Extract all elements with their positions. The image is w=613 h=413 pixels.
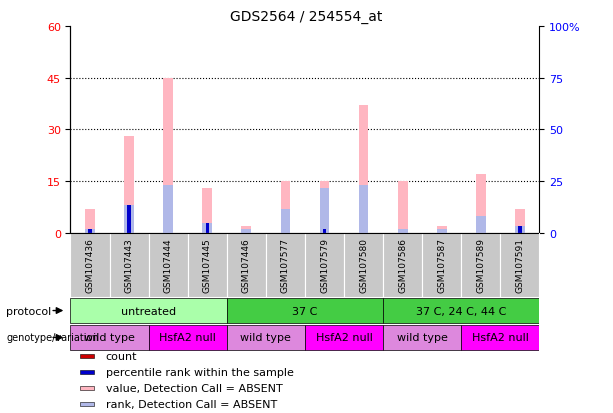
- Text: wild type: wild type: [84, 332, 135, 343]
- Text: HsfA2 null: HsfA2 null: [316, 332, 373, 343]
- Bar: [319, 182, 329, 233]
- Bar: [124, 137, 134, 233]
- Text: GDS2564 / 254554_at: GDS2564 / 254554_at: [230, 10, 383, 24]
- Bar: [149, 325, 227, 351]
- Bar: [70, 298, 227, 324]
- Text: GSM107445: GSM107445: [203, 238, 211, 293]
- Text: 37 C, 24 C, 44 C: 37 C, 24 C, 44 C: [416, 306, 506, 316]
- Bar: [515, 226, 525, 233]
- Bar: [80, 402, 94, 406]
- Bar: [80, 386, 94, 390]
- Bar: [281, 209, 291, 233]
- Bar: [518, 226, 522, 233]
- Text: GSM107586: GSM107586: [398, 238, 407, 293]
- Bar: [359, 185, 368, 233]
- Bar: [476, 216, 485, 233]
- Text: value, Detection Call = ABSENT: value, Detection Call = ABSENT: [105, 383, 283, 393]
- Bar: [437, 226, 447, 233]
- Text: GSM107444: GSM107444: [164, 238, 173, 292]
- Bar: [242, 226, 251, 233]
- Bar: [88, 230, 92, 233]
- Text: GSM107577: GSM107577: [281, 238, 290, 293]
- Bar: [70, 325, 149, 351]
- Text: GSM107591: GSM107591: [516, 238, 524, 293]
- Bar: [266, 233, 305, 297]
- Bar: [163, 78, 173, 233]
- Bar: [85, 230, 95, 233]
- Text: GSM107436: GSM107436: [86, 238, 94, 293]
- Text: GSM107589: GSM107589: [476, 238, 485, 293]
- Bar: [163, 185, 173, 233]
- Bar: [359, 106, 368, 233]
- Bar: [383, 298, 539, 324]
- Bar: [227, 233, 266, 297]
- Bar: [227, 325, 305, 351]
- Bar: [319, 189, 329, 233]
- Text: untreated: untreated: [121, 306, 176, 316]
- Text: HsfA2 null: HsfA2 null: [472, 332, 529, 343]
- Bar: [344, 233, 383, 297]
- Text: GSM107587: GSM107587: [437, 238, 446, 293]
- Text: count: count: [105, 351, 137, 361]
- Text: GSM107446: GSM107446: [242, 238, 251, 293]
- Bar: [149, 233, 188, 297]
- Text: wild type: wild type: [240, 332, 291, 343]
- Bar: [462, 325, 539, 351]
- Bar: [80, 354, 94, 358]
- Bar: [205, 223, 209, 233]
- Bar: [500, 233, 539, 297]
- Bar: [128, 206, 131, 233]
- Bar: [383, 233, 422, 297]
- Bar: [188, 233, 227, 297]
- Bar: [202, 223, 212, 233]
- Text: HsfA2 null: HsfA2 null: [159, 332, 216, 343]
- Bar: [110, 233, 149, 297]
- Bar: [462, 233, 500, 297]
- Text: GSM107580: GSM107580: [359, 238, 368, 293]
- Text: percentile rank within the sample: percentile rank within the sample: [105, 367, 294, 377]
- Bar: [305, 233, 344, 297]
- Bar: [70, 233, 110, 297]
- Bar: [398, 182, 408, 233]
- Bar: [242, 230, 251, 233]
- Bar: [383, 325, 462, 351]
- Text: wild type: wild type: [397, 332, 447, 343]
- Bar: [437, 230, 447, 233]
- Bar: [323, 230, 326, 233]
- Bar: [422, 233, 462, 297]
- Bar: [398, 230, 408, 233]
- Text: GSM107579: GSM107579: [320, 238, 329, 293]
- Text: GSM107443: GSM107443: [124, 238, 134, 293]
- Bar: [476, 175, 485, 233]
- Bar: [202, 189, 212, 233]
- Text: genotype/variation: genotype/variation: [6, 332, 99, 343]
- Bar: [124, 206, 134, 233]
- Text: rank, Detection Call = ABSENT: rank, Detection Call = ABSENT: [105, 399, 277, 409]
- Bar: [80, 370, 94, 374]
- Bar: [227, 298, 383, 324]
- Text: protocol: protocol: [6, 306, 51, 316]
- Text: 37 C: 37 C: [292, 306, 318, 316]
- Bar: [305, 325, 383, 351]
- Bar: [85, 209, 95, 233]
- Bar: [515, 209, 525, 233]
- Bar: [281, 182, 291, 233]
